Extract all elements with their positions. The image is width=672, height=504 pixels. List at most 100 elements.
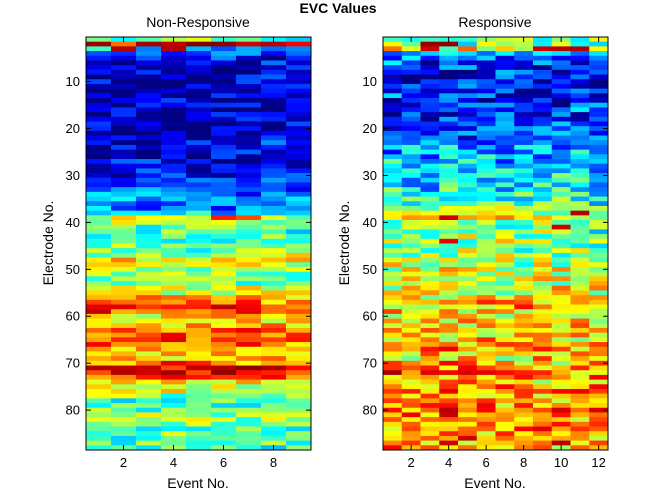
heatmap-cell bbox=[514, 370, 534, 376]
heatmap-cell bbox=[420, 107, 440, 113]
heatmap-cell bbox=[261, 41, 287, 47]
heatmap-cell bbox=[161, 93, 187, 99]
heatmap-cell bbox=[439, 388, 459, 395]
heatmap-cell bbox=[570, 112, 590, 118]
heatmap-cell bbox=[383, 360, 403, 366]
heatmap-cell bbox=[286, 229, 312, 235]
heatmap-cell bbox=[514, 440, 534, 446]
heatmap-cell bbox=[514, 351, 534, 357]
heatmap-cell bbox=[551, 88, 571, 94]
heatmap-cell bbox=[514, 88, 534, 94]
heatmap-cell bbox=[420, 177, 440, 183]
heatmap-cell bbox=[286, 234, 312, 240]
heatmap-cell bbox=[514, 252, 534, 258]
heatmap-cell bbox=[514, 121, 534, 127]
heatmap-cell bbox=[186, 191, 212, 197]
heatmap-cell bbox=[401, 374, 421, 380]
heatmap-cell bbox=[86, 332, 112, 338]
heatmap-cell bbox=[286, 130, 312, 136]
heatmap-cell bbox=[86, 426, 112, 432]
heatmap-cell bbox=[286, 285, 312, 291]
heatmap-cell bbox=[420, 351, 440, 357]
heatmap-cell bbox=[161, 88, 187, 94]
heatmap-cell bbox=[514, 346, 534, 352]
heatmap-cell bbox=[570, 187, 590, 193]
heatmap-cell bbox=[211, 215, 237, 221]
heatmap-cell bbox=[533, 309, 553, 315]
y-tick-label: 50 bbox=[66, 262, 80, 277]
heatmap-cell bbox=[495, 93, 515, 99]
x-tick-label: 4 bbox=[445, 455, 452, 470]
heatmap-cell bbox=[236, 196, 262, 202]
heatmap-cell bbox=[458, 159, 478, 165]
heatmap-cell bbox=[458, 135, 478, 141]
heatmap-cell bbox=[186, 248, 212, 254]
heatmap-cell bbox=[383, 65, 403, 71]
heatmap-cell bbox=[514, 220, 534, 226]
heatmap-cell bbox=[589, 346, 609, 352]
heatmap-cell bbox=[136, 388, 162, 395]
heatmap-cell bbox=[161, 224, 187, 230]
heatmap-cell bbox=[236, 431, 262, 437]
heatmap-cell bbox=[570, 74, 590, 80]
heatmap-cell bbox=[286, 299, 312, 305]
heatmap-cell bbox=[401, 421, 421, 427]
heatmap-cell bbox=[236, 74, 262, 80]
heatmap-cell bbox=[236, 440, 262, 446]
heatmap-cell bbox=[86, 407, 112, 413]
heatmap-cell bbox=[570, 393, 590, 399]
heatmap-cell bbox=[476, 327, 496, 334]
heatmap-cell bbox=[186, 417, 212, 423]
heatmap-cell bbox=[401, 168, 421, 174]
heatmap-cell bbox=[476, 102, 496, 108]
heatmap-cell bbox=[533, 431, 553, 437]
heatmap-cell bbox=[589, 238, 609, 244]
heatmap-cell bbox=[236, 342, 262, 348]
heatmap-cell bbox=[495, 144, 515, 150]
heatmap-cell bbox=[570, 159, 590, 165]
heatmap-cell bbox=[495, 271, 515, 277]
heatmap-cell bbox=[533, 313, 553, 319]
heatmap-cell bbox=[186, 318, 212, 324]
heatmap-cell bbox=[383, 187, 403, 193]
heatmap-cell bbox=[383, 435, 403, 441]
heatmap-cell bbox=[589, 144, 609, 150]
heatmap-cell bbox=[211, 46, 237, 52]
heatmap-cell bbox=[589, 313, 609, 319]
heatmap-cell bbox=[86, 229, 112, 235]
heatmap-cell bbox=[476, 196, 496, 202]
heatmap-cell bbox=[551, 374, 571, 380]
heatmap-cell bbox=[383, 431, 403, 437]
y-tick-label: 60 bbox=[66, 309, 80, 324]
heatmap-cell bbox=[439, 51, 459, 57]
x-tick-label: 2 bbox=[408, 455, 415, 470]
heatmap-cell bbox=[420, 79, 440, 85]
heatmap-cell bbox=[111, 309, 137, 315]
heatmap-cell bbox=[476, 299, 496, 305]
heatmap-cell bbox=[570, 41, 590, 47]
y-tick-label: 30 bbox=[363, 168, 377, 183]
heatmap-cell bbox=[161, 173, 187, 179]
heatmap-cell bbox=[401, 323, 421, 329]
heatmap-cell bbox=[514, 407, 534, 413]
heatmap-cell bbox=[551, 46, 571, 52]
heatmap-cell bbox=[570, 276, 590, 282]
heatmap-cell bbox=[383, 421, 403, 427]
heatmap-cell bbox=[236, 140, 262, 146]
heatmap-cell bbox=[161, 421, 187, 427]
heatmap-cell bbox=[458, 187, 478, 193]
heatmap-cell bbox=[439, 205, 459, 211]
heatmap-cell bbox=[420, 323, 440, 329]
heatmap-cell bbox=[136, 163, 162, 169]
heatmap-cell bbox=[401, 271, 421, 277]
heatmap-cell bbox=[211, 187, 237, 193]
heatmap-cell bbox=[570, 79, 590, 85]
heatmap-cell bbox=[420, 271, 440, 277]
heatmap-cell bbox=[136, 327, 162, 334]
heatmap-cell bbox=[570, 323, 590, 329]
heatmap-cell bbox=[589, 224, 609, 230]
heatmap-cell bbox=[458, 421, 478, 427]
heatmap-cell bbox=[383, 154, 403, 160]
heatmap-cell bbox=[111, 177, 137, 183]
heatmap-cell bbox=[420, 116, 440, 122]
